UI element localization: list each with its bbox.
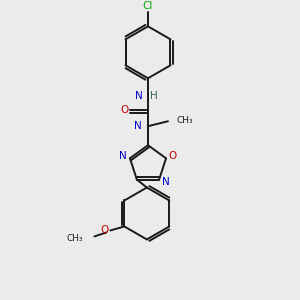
Text: Cl: Cl (143, 2, 153, 11)
Text: O: O (168, 151, 176, 161)
Text: O: O (100, 226, 109, 236)
Text: O: O (120, 105, 128, 115)
Text: N: N (135, 91, 143, 101)
Text: N: N (162, 176, 170, 187)
Text: CH₃: CH₃ (177, 116, 194, 125)
Text: N: N (134, 121, 142, 131)
Text: H: H (150, 91, 158, 101)
Text: N: N (119, 151, 127, 161)
Text: CH₃: CH₃ (67, 234, 83, 243)
